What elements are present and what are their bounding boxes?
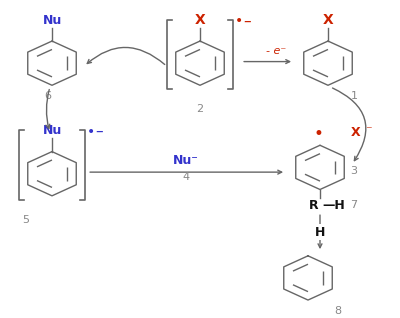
Text: –: – [95, 124, 103, 139]
Text: •: • [313, 125, 323, 143]
Text: Nu⁻: Nu⁻ [173, 155, 199, 167]
Text: •: • [87, 125, 96, 139]
Text: H: H [315, 226, 325, 238]
Text: R: R [308, 199, 318, 212]
Text: 1: 1 [350, 91, 358, 101]
Text: •: • [235, 15, 244, 29]
Text: —H: —H [322, 199, 345, 212]
Text: Nu: Nu [42, 14, 62, 26]
Text: - e⁻: - e⁻ [266, 46, 286, 56]
Text: 5: 5 [22, 215, 30, 225]
Text: 6: 6 [44, 91, 52, 101]
Text: ⁻: ⁻ [365, 124, 372, 137]
Text: 3: 3 [350, 166, 357, 176]
Text: Nu: Nu [42, 124, 62, 137]
Text: 7: 7 [350, 200, 357, 210]
Text: X: X [323, 12, 333, 26]
Text: X: X [195, 12, 205, 26]
Text: –: – [243, 13, 251, 28]
Text: 2: 2 [196, 104, 204, 114]
Text: X: X [351, 126, 361, 139]
Text: 8: 8 [334, 306, 342, 316]
Text: 4: 4 [182, 172, 190, 182]
